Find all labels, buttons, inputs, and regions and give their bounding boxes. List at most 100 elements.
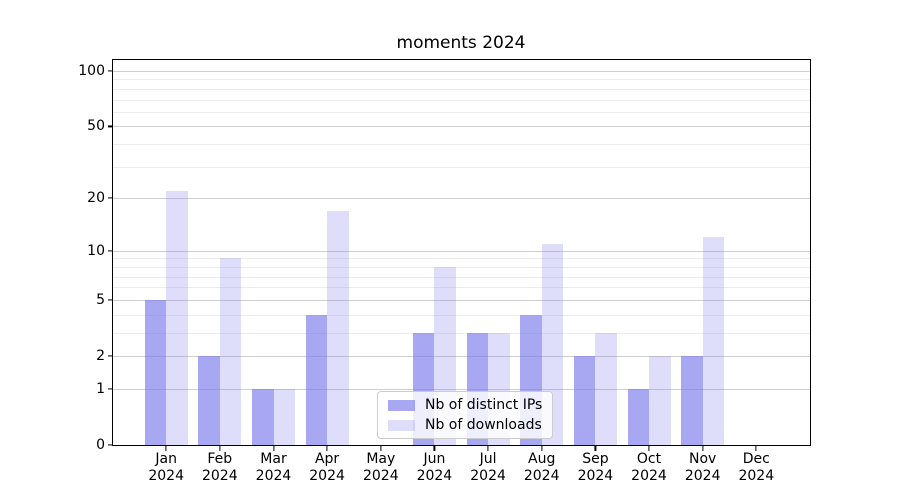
bar-downloads-mar — [273, 388, 295, 445]
x-tick-mark-jun — [433, 446, 435, 451]
y-tick-label-2: 2 — [96, 348, 105, 364]
gridline-y-40 — [112, 144, 810, 146]
x-tick-mark-jul — [487, 446, 489, 451]
legend-swatch-ips — [388, 399, 415, 411]
x-tick-year: 2024 — [470, 467, 506, 484]
x-tick-month: Mar — [260, 451, 287, 467]
x-tick-year: 2024 — [738, 467, 775, 484]
bar-downloads-nov — [702, 237, 725, 445]
gridline-y-90 — [112, 79, 810, 81]
x-tick-mark-aug — [541, 446, 543, 451]
x-tick-label-aug: Aug 2024 — [510, 451, 574, 484]
x-tick-mark-dec — [755, 446, 757, 451]
x-tick-mark-feb — [219, 446, 221, 451]
gridline-y-8 — [112, 266, 810, 268]
y-tick-label-5: 5 — [96, 291, 105, 308]
gridline-y-60 — [112, 111, 810, 113]
gridline-y-70 — [112, 99, 810, 101]
gridline-y-10 — [112, 250, 810, 252]
bar-ips-sep — [573, 356, 596, 445]
x-tick-year: 2024 — [523, 467, 560, 484]
gridline-y-3 — [112, 332, 810, 334]
x-tick-label-jul: Jul 2024 — [456, 451, 520, 484]
y-tick-label-50: 50 — [87, 118, 105, 135]
y-tick-mark-5 — [108, 299, 113, 301]
x-tick-label-may: May 2024 — [349, 451, 413, 484]
legend-swatch-downloads — [388, 419, 415, 431]
bar-ips-apr — [305, 314, 328, 445]
gridline-y-9 — [112, 258, 810, 260]
x-tick-mark-oct — [648, 446, 650, 451]
x-tick-month: Feb — [207, 451, 233, 467]
legend-label-ips: Nb of distinct IPs — [425, 397, 543, 413]
x-tick-year: 2024 — [684, 467, 721, 484]
y-tick-label-100: 100 — [78, 63, 105, 79]
plot-area — [111, 59, 811, 446]
x-tick-label-mar: Mar 2024 — [242, 451, 306, 484]
x-tick-month: Jan — [155, 451, 177, 467]
x-tick-month: Apr — [314, 451, 340, 467]
gridline-y-2 — [112, 356, 810, 357]
legend: Nb of distinct IPs Nb of downloads — [377, 391, 554, 439]
x-tick-label-sep: Sep 2024 — [563, 451, 627, 484]
gridline-y-7 — [112, 276, 810, 278]
y-tick-mark-1 — [108, 388, 113, 390]
x-tick-label-jun: Jun 2024 — [402, 451, 466, 484]
legend-label-downloads: Nb of downloads — [425, 417, 542, 433]
y-tick-mark-10 — [108, 250, 113, 252]
y-tick-label-10: 10 — [87, 242, 105, 259]
x-tick-month: Dec — [742, 451, 770, 467]
x-tick-year: 2024 — [309, 467, 345, 484]
gridline-y-1 — [112, 388, 810, 390]
x-tick-label-dec: Dec 2024 — [724, 451, 788, 484]
y-tick-mark-2 — [108, 355, 113, 357]
legend-entry-ips: Nb of distinct IPs — [388, 397, 542, 413]
x-tick-label-feb: Feb 2024 — [188, 451, 252, 484]
x-tick-label-nov: Nov 2024 — [671, 451, 735, 484]
gridline-y-30 — [112, 166, 810, 168]
x-tick-month: Nov — [689, 451, 717, 467]
x-tick-year: 2024 — [577, 467, 614, 484]
x-tick-label-oct: Oct 2024 — [617, 451, 681, 484]
x-tick-year: 2024 — [201, 467, 238, 484]
gridline-y-100 — [112, 71, 810, 72]
x-tick-mark-sep — [594, 446, 596, 451]
x-tick-month: Sep — [582, 451, 609, 467]
x-tick-month: Jul — [479, 451, 497, 467]
bar-ips-mar — [252, 388, 274, 445]
chart-title: moments 2024 — [396, 33, 526, 53]
y-tick-mark-50 — [108, 125, 113, 127]
x-tick-year: 2024 — [416, 467, 453, 484]
x-tick-year: 2024 — [631, 467, 667, 484]
bar-downloads-oct — [649, 356, 671, 445]
y-tick-mark-0 — [108, 444, 113, 446]
x-tick-year: 2024 — [255, 467, 292, 484]
legend-entry-downloads: Nb of downloads — [388, 417, 542, 433]
gridline-y-5 — [112, 299, 810, 301]
bar-downloads-jan — [166, 190, 188, 445]
y-tick-label-20: 20 — [87, 190, 105, 207]
gridline-y-80 — [112, 88, 810, 90]
x-tick-label-jan: Jan 2024 — [134, 451, 198, 484]
bar-downloads-feb — [219, 258, 242, 445]
y-tick-label-1: 1 — [96, 380, 105, 397]
x-tick-month: May — [366, 451, 396, 467]
bar-downloads-apr — [327, 210, 349, 445]
bar-ips-nov — [681, 356, 703, 445]
y-tick-label-0: 0 — [96, 437, 105, 453]
x-tick-mark-may — [380, 446, 382, 451]
bar-ips-jan — [144, 299, 167, 445]
gridline-y-4 — [112, 314, 810, 316]
x-tick-mark-nov — [702, 446, 704, 451]
x-tick-year: 2024 — [148, 467, 184, 484]
x-tick-label-apr: Apr 2024 — [295, 451, 359, 484]
bar-ips-feb — [198, 356, 220, 445]
gridline-y-6 — [112, 287, 810, 289]
x-tick-month: Aug — [528, 451, 556, 467]
x-tick-month: Oct — [636, 451, 662, 467]
gridline-y-20 — [112, 198, 810, 200]
y-tick-mark-20 — [108, 197, 113, 199]
x-tick-mark-jan — [165, 446, 167, 451]
x-tick-month: Jun — [423, 451, 446, 467]
